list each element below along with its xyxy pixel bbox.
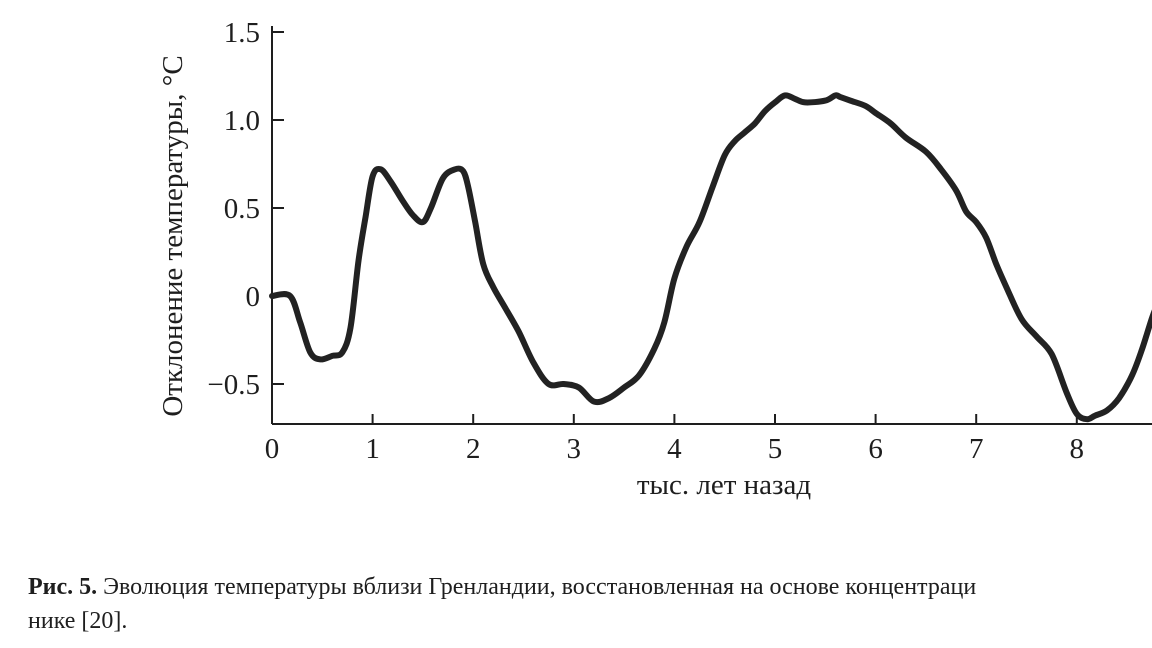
figure-caption: Рис. 5. Эволюция температуры вблизи Грен…: [28, 570, 1152, 638]
series-line: [269, 92, 1152, 423]
y-tick-label: 0: [246, 281, 261, 313]
x-tick-label: 1: [365, 433, 380, 465]
x-tick-label: 2: [466, 433, 481, 465]
y-tick-label: −0.5: [207, 369, 260, 401]
caption-line-2: нике [20].: [28, 608, 128, 634]
ticks: 0 1 2 3 4 5 6 7 81.51.00.50−0.5: [207, 17, 1084, 465]
y-tick-label: 1.0: [224, 105, 260, 137]
x-tick-label: 0: [265, 433, 280, 465]
y-tick-label: 0.5: [224, 193, 260, 225]
axes: [271, 26, 1152, 425]
x-tick-label: 8: [1070, 433, 1085, 465]
x-tick-label: 7: [969, 433, 984, 465]
x-tick-label: 3: [567, 433, 582, 465]
y-axis-label: Отклонение температуры, °C: [157, 55, 189, 416]
x-tick-label: 6: [868, 433, 883, 465]
y-tick-label: 1.5: [224, 17, 260, 49]
x-tick-label: 4: [667, 433, 682, 465]
data-series: [269, 92, 1152, 423]
temperature-chart: 0 1 2 3 4 5 6 7 81.51.00.50−0.5 тыс. лет назад О…: [157, 17, 1152, 501]
caption-figure-number: Рис. 5.: [28, 574, 98, 600]
caption-line-1: Рис. 5. Эволюция температуры вблизи Грен…: [28, 570, 1152, 604]
x-axis-label: тыс. лет назад: [637, 469, 812, 501]
x-tick-label: 5: [768, 433, 783, 465]
caption-text: Эволюция температуры вблизи Гренландии, …: [97, 574, 977, 600]
